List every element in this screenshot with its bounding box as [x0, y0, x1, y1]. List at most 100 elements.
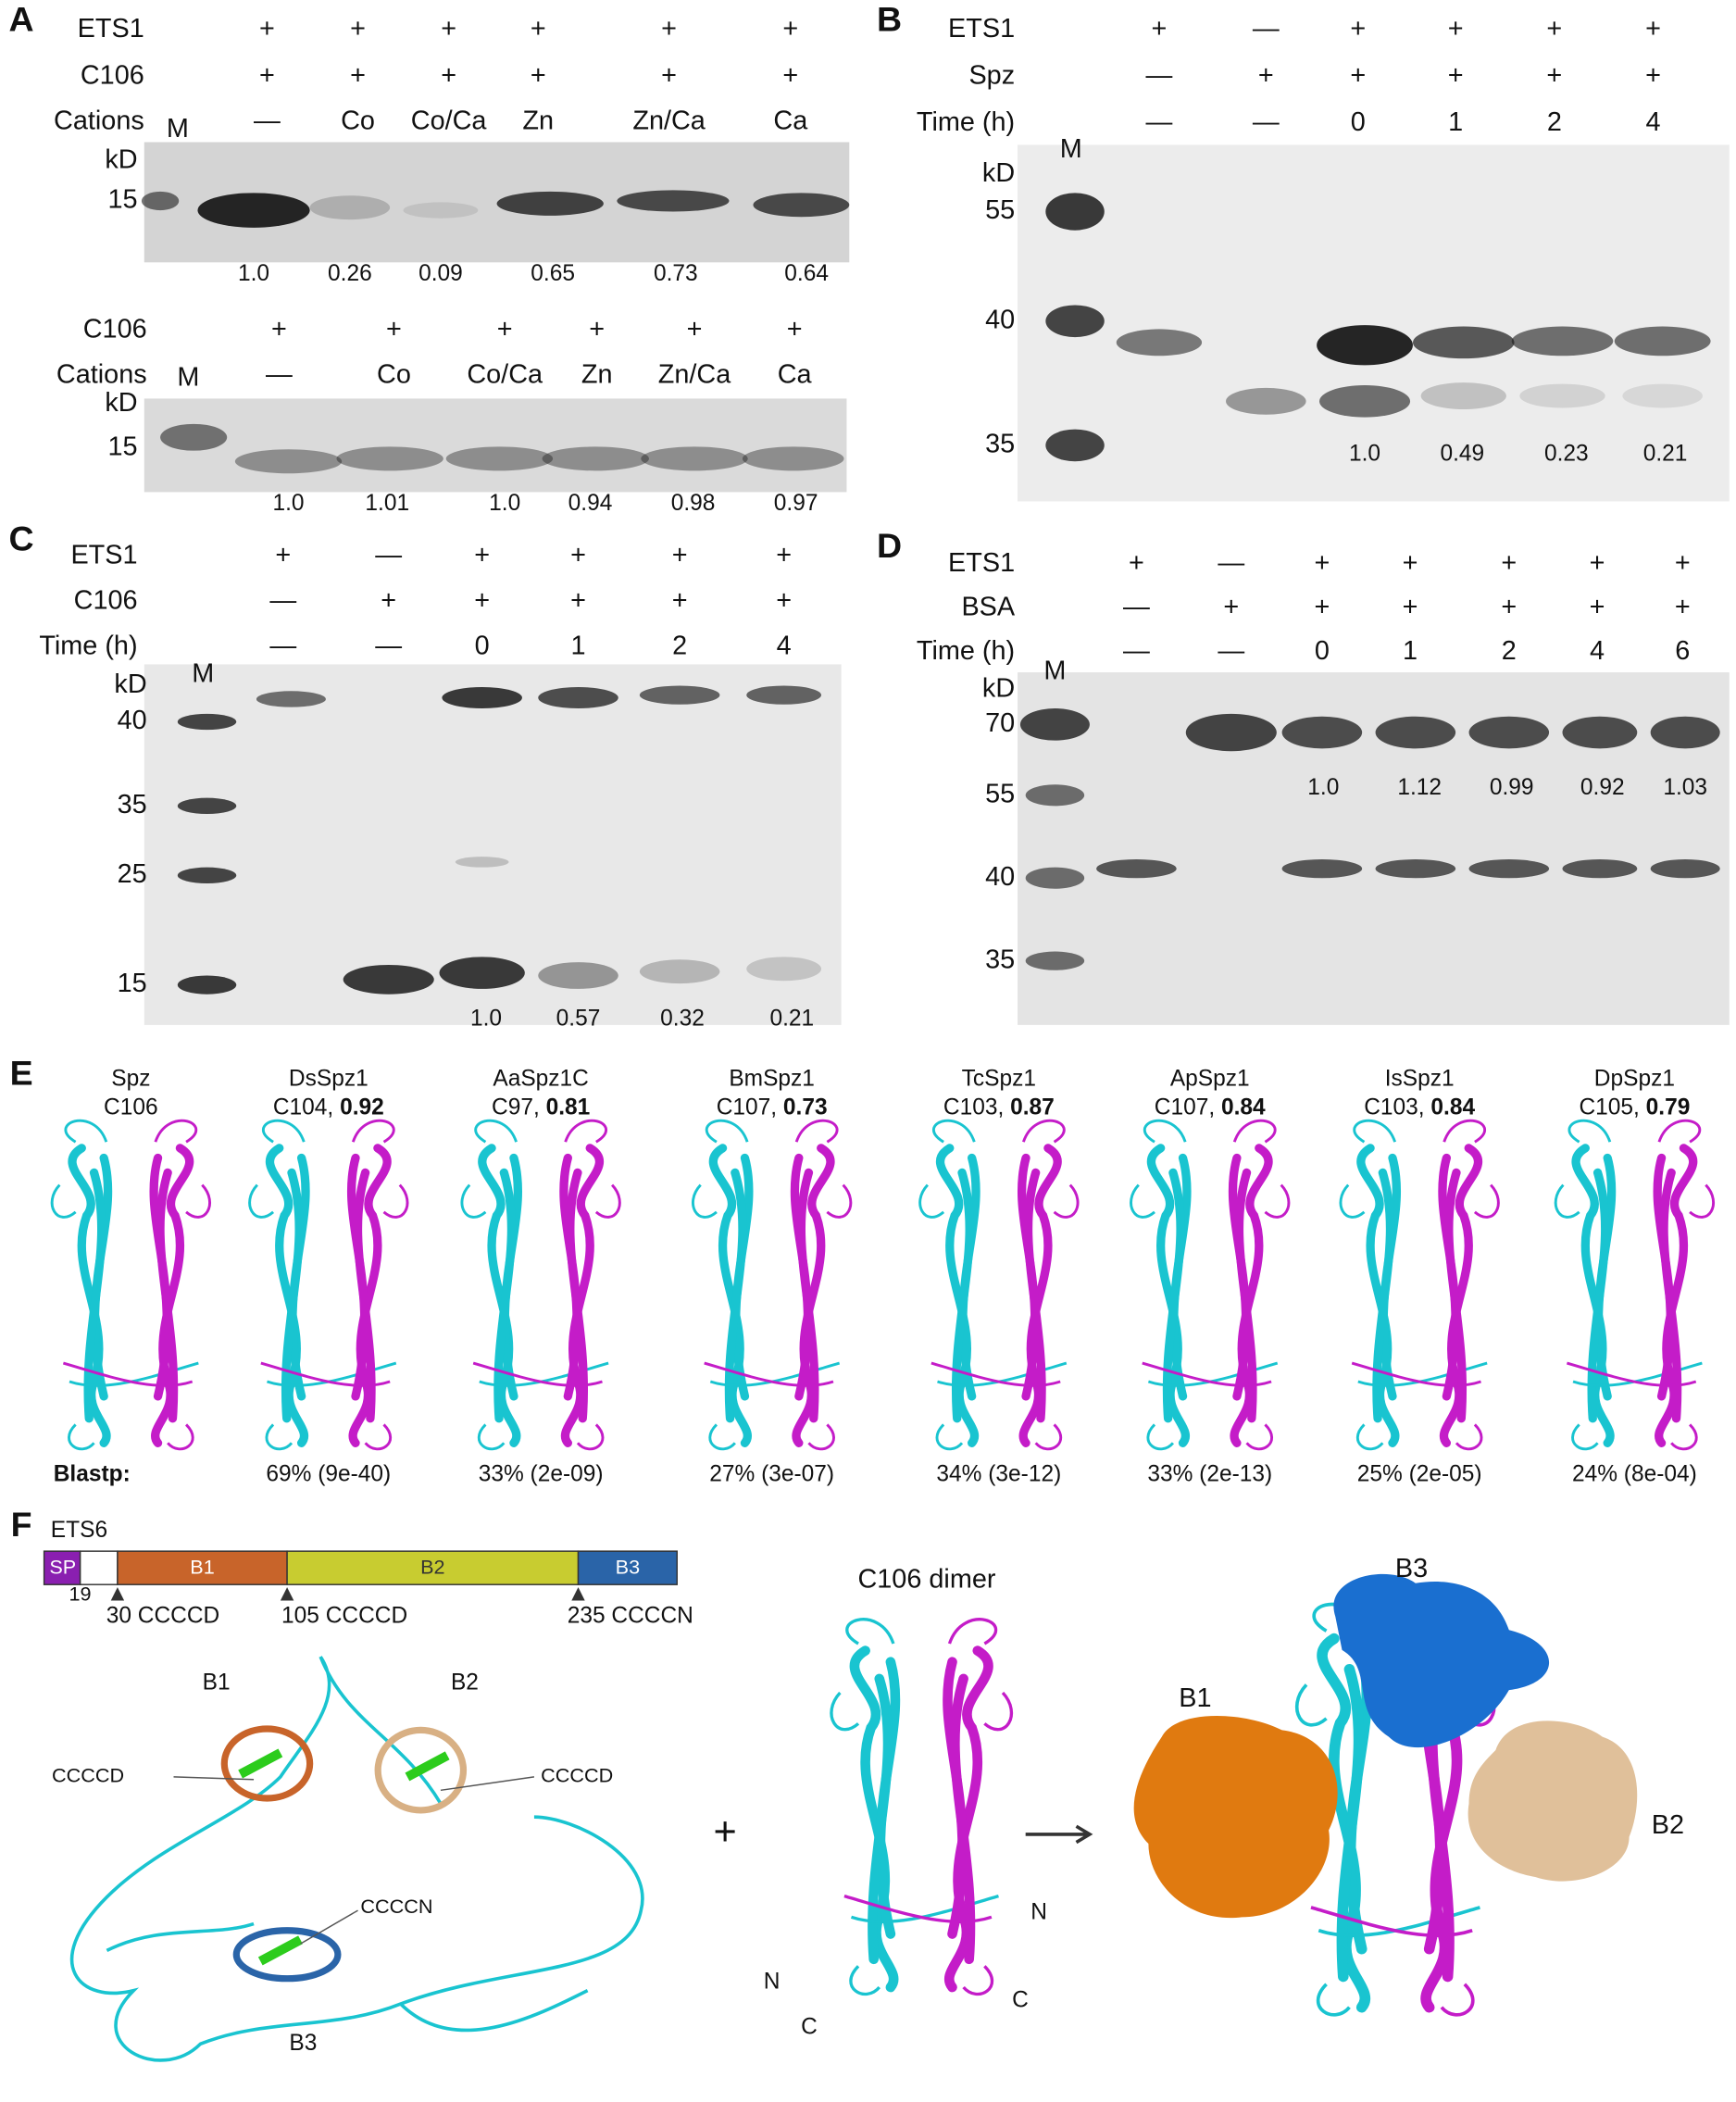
protein-dimer: [460, 1119, 621, 1451]
row-label: ETS1: [948, 14, 1015, 44]
panel-label: D: [877, 526, 902, 565]
gel-band: [1622, 383, 1703, 408]
lane-label: Ca: [773, 106, 808, 136]
loop: [185, 1183, 211, 1219]
loop: [1353, 1119, 1397, 1144]
gel-band: [753, 193, 850, 218]
unit-label: kD: [114, 669, 146, 699]
mw-label: 35: [985, 945, 1015, 974]
structure-name: AaSpz1C: [493, 1066, 589, 1091]
lane-label: +: [1501, 548, 1517, 578]
beta-strand: [1440, 1144, 1483, 1447]
cys-id: C103,: [1364, 1095, 1424, 1120]
band-ratio: 0.49: [1440, 441, 1484, 466]
mw-label: 35: [118, 790, 147, 820]
lane-label: —: [1218, 548, 1244, 578]
protein-dimer: [1130, 1119, 1291, 1451]
protein-dimer: [50, 1119, 211, 1451]
terminus-label: N: [1030, 1899, 1047, 1924]
marker-label: M: [167, 114, 189, 144]
mw-label: 70: [985, 708, 1015, 738]
lane-label: +: [1223, 593, 1239, 622]
band-ratio: 1.01: [365, 491, 409, 516]
beta-strand: [1230, 1144, 1273, 1447]
lane-label: —: [1253, 14, 1280, 44]
lane-label: —: [269, 631, 296, 660]
beta-strand: [796, 1168, 819, 1423]
loop: [261, 1119, 306, 1144]
lane-label: +: [350, 14, 366, 44]
lane-label: +: [1675, 548, 1691, 578]
loop: [708, 1423, 736, 1451]
domain-gap: [79, 1550, 119, 1585]
gel-band: [177, 975, 237, 995]
lane-label: +: [672, 540, 688, 569]
gel-band: [538, 686, 618, 709]
band-ratio: 1.0: [238, 261, 269, 286]
domain: [43, 1550, 81, 1585]
loop: [947, 1618, 998, 1645]
gel-band: [1317, 325, 1413, 366]
loop: [794, 1119, 839, 1144]
lane-label: +: [381, 585, 396, 615]
beta-strand: [1372, 1168, 1395, 1423]
gel-band: [1019, 708, 1090, 741]
lane-label: +: [259, 60, 275, 90]
gel-band: [639, 959, 720, 984]
gel-band: [439, 957, 525, 989]
lane-label: Ca: [778, 360, 813, 390]
gel-band: [141, 191, 180, 211]
lane-label: +: [1403, 593, 1418, 622]
lane-label: —: [1146, 107, 1173, 137]
beta-strand: [265, 1144, 308, 1447]
lane-label: 0: [1315, 636, 1330, 666]
band-ratio: 1.12: [1397, 775, 1442, 800]
loop: [474, 1119, 518, 1144]
lane-label: Zn/Ca: [632, 106, 706, 136]
lane-label: +: [474, 585, 490, 615]
structure-cys: C107, 0.73: [717, 1095, 828, 1120]
beta-strand: [868, 1673, 893, 1965]
beta-strand: [68, 1144, 111, 1447]
loop: [1245, 1423, 1273, 1451]
structure-cys: C104, 0.92: [273, 1095, 384, 1120]
band-ratio: 0.21: [1643, 441, 1688, 466]
loop: [167, 1423, 194, 1451]
cys-id: C103,: [943, 1095, 1004, 1120]
lane-label: +: [687, 315, 703, 344]
row-label: BSA: [961, 593, 1015, 622]
loop: [845, 1618, 895, 1645]
beta-strand: [951, 1168, 974, 1423]
loop: [68, 1423, 95, 1451]
gel-band: [455, 857, 509, 868]
loop: [1053, 1183, 1080, 1219]
lane-label: +: [275, 540, 291, 569]
gel-band: [1025, 784, 1085, 807]
gel-band: [1025, 951, 1085, 970]
gel-band: [496, 191, 604, 216]
blastp-label: Blastp:: [54, 1461, 131, 1486]
beta-strand: [935, 1144, 980, 1447]
domain-label: B1: [190, 1556, 214, 1579]
loop: [983, 1691, 1014, 1732]
protein-dimer: [1339, 1119, 1500, 1451]
beta-strand: [83, 1168, 106, 1423]
blastp-value: 27% (3e-07): [709, 1461, 834, 1486]
gel-band: [1468, 859, 1550, 879]
lane-label: 1: [1403, 636, 1418, 666]
loop: [460, 1183, 487, 1219]
band-ratio: 0.92: [1580, 775, 1625, 800]
gel-band: [641, 446, 748, 471]
row-label: Cations: [54, 106, 144, 136]
gel-band: [1420, 382, 1506, 409]
structure-cys: C103, 0.87: [943, 1095, 1055, 1120]
beta-strand: [943, 1645, 993, 1993]
marker-label: M: [1060, 134, 1082, 164]
site-label: 235 CCCCN: [568, 1603, 693, 1628]
loop: [935, 1423, 964, 1451]
structure-name: IsSpz1: [1385, 1066, 1455, 1091]
gel-band: [256, 691, 326, 707]
lane-label: Co: [341, 106, 375, 136]
tm-score: 0.79: [1646, 1095, 1691, 1120]
